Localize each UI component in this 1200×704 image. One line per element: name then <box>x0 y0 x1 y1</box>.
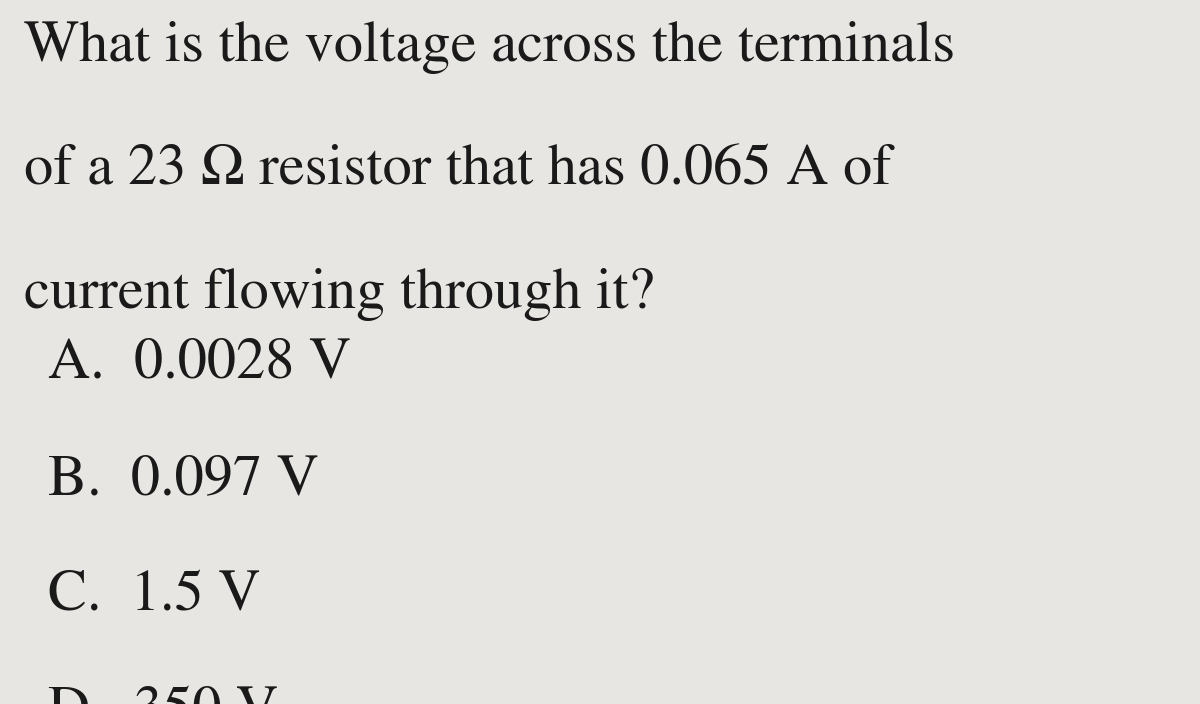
Text: current flowing through it?: current flowing through it? <box>24 268 654 320</box>
Text: C.  1.5 V: C. 1.5 V <box>48 570 260 623</box>
Text: D.  350 V: D. 350 V <box>48 686 278 704</box>
Text: A.  0.0028 V: A. 0.0028 V <box>48 338 352 391</box>
Text: of a 23 Ω resistor that has 0.065 A of: of a 23 Ω resistor that has 0.065 A of <box>24 144 892 197</box>
Text: B.  0.097 V: B. 0.097 V <box>48 454 319 507</box>
Text: What is the voltage across the terminals: What is the voltage across the terminals <box>24 21 955 74</box>
